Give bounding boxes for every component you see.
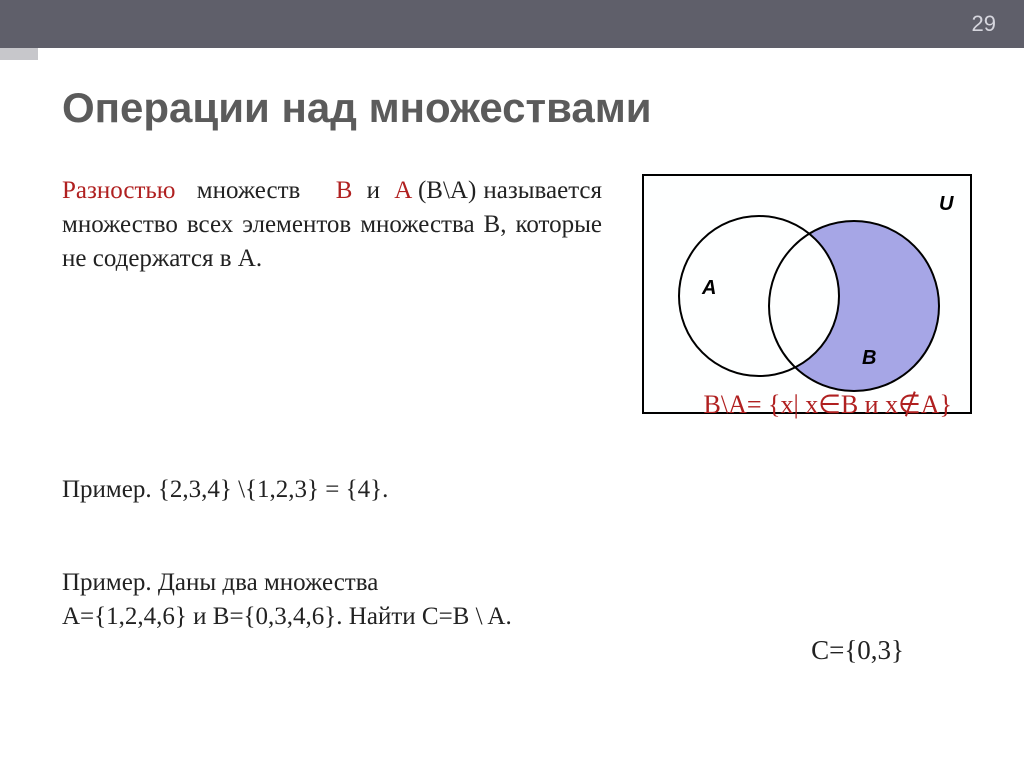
example-2-line2: A={1,2,4,6} и B={0,3,4,6}. Найти C=B \ A… [62,603,512,630]
label-a: A [701,277,716,299]
term-highlight: Разностью [62,177,175,204]
set-b: B [336,177,353,204]
topbar: 29 [0,0,1024,48]
label-u: U [939,193,954,215]
difference-region [644,176,974,416]
definition-text: Разностью множеств B и A (B\A) называетс… [62,174,602,275]
venn-svg: U A B [644,176,974,416]
venn-diagram: U A B [642,174,972,414]
answer-c: C={0,3} [811,635,904,666]
label-b: B [862,347,876,369]
example-1: Пример. {2,3,4} \{1,2,3} = {4}. [62,476,972,504]
slide-title: Операции над множествами [62,84,972,132]
set-builder-formula: B\A= {x| x∈B и x∉A} [704,390,953,420]
set-a: A [394,177,411,204]
example-2-line1: Пример. Даны два множества [62,569,378,596]
definition-row: Разностью множеств B и A (B\A) называетс… [62,174,972,414]
example-2: Пример. Даны два множества A={1,2,4,6} и… [62,566,972,634]
page-number: 29 [972,11,996,37]
